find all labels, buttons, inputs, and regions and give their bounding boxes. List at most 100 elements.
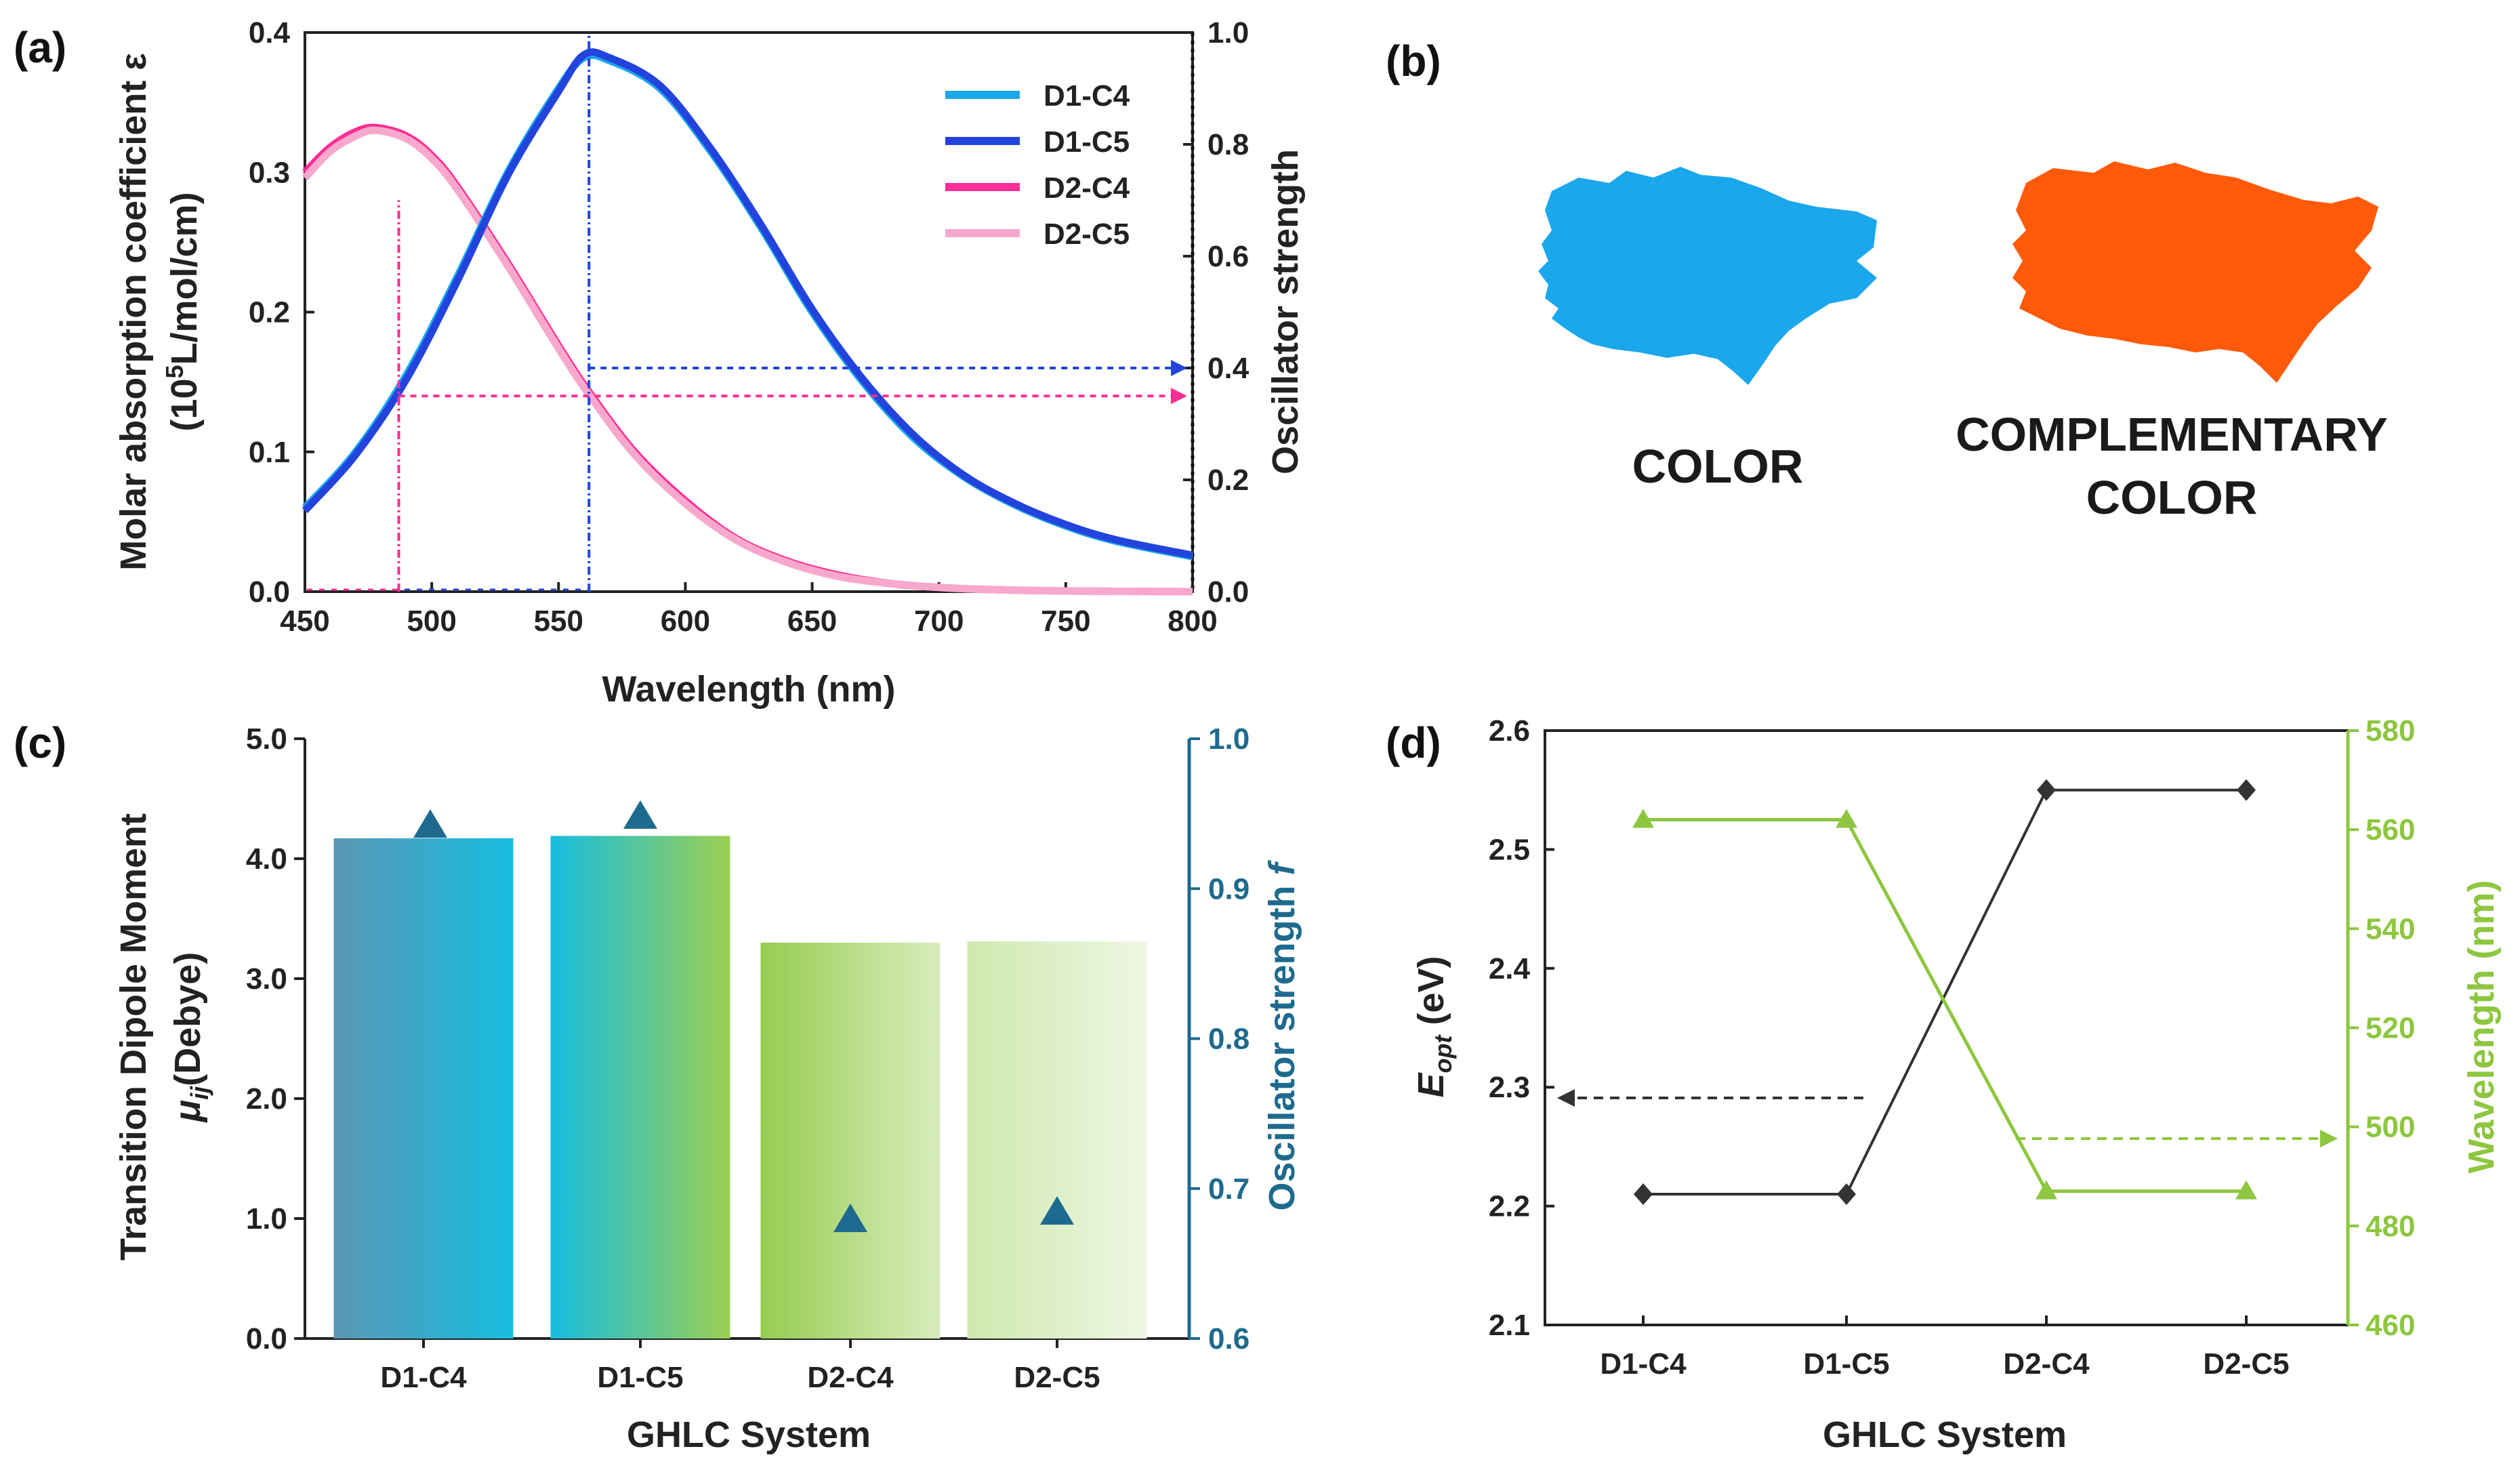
eopt-marker-d1-c5 bbox=[1837, 1183, 1856, 1206]
x-ticks-c: D1-C4 D1-C5 D2-C4 D2-C5 bbox=[380, 1339, 1100, 1394]
y-label-a-sup: 5 bbox=[161, 365, 188, 378]
y-tick-label: 4.0 bbox=[246, 842, 287, 876]
y-tick-label: 0.3 bbox=[249, 156, 290, 189]
x-tick-label: D2-C4 bbox=[2003, 1347, 2090, 1381]
y-tick-label: 2.2 bbox=[1489, 1190, 1530, 1223]
y-label-d-sub: opt bbox=[1429, 1034, 1457, 1074]
bar-d2-c4 bbox=[760, 942, 941, 1339]
panel-label-c: (c) bbox=[14, 718, 66, 767]
y2-label-c-f bbox=[1262, 875, 1302, 885]
y-tick-label: 2.0 bbox=[246, 1082, 287, 1116]
y-label-a-post: L/mol/cm) bbox=[164, 192, 205, 365]
legend-a: D1-C4 D1-C5 D2-C4 D2-C5 bbox=[945, 79, 1130, 251]
y2-axis-label-d: Wavelength (nm) bbox=[2461, 880, 2502, 1173]
x-tick-label: D1-C4 bbox=[1600, 1347, 1687, 1381]
x-tick-label: D2-C4 bbox=[807, 1361, 894, 1394]
y2-ticks-a: 0.0 0.2 0.4 0.6 0.8 1.0 bbox=[1183, 16, 1249, 609]
y2-tick-label: 0.7 bbox=[1208, 1172, 1249, 1206]
y2-tick-label: 0.2 bbox=[1207, 464, 1249, 497]
x-tick-label: D1-C5 bbox=[597, 1361, 683, 1394]
x-tick-label: 750 bbox=[1041, 605, 1090, 638]
oscillator-arrowhead-d2 bbox=[1171, 388, 1187, 405]
y2-tick-label: 500 bbox=[2366, 1111, 2415, 1144]
complementary-color-swatch bbox=[2012, 161, 2378, 383]
complementary-label-line2: COLOR bbox=[2086, 471, 2258, 524]
y-tick-label: 0.0 bbox=[246, 1322, 287, 1355]
wavelength-marker-d1-c4 bbox=[1632, 809, 1654, 828]
y2-tick-label: 480 bbox=[2366, 1210, 2415, 1243]
y-label-c-mu: μ bbox=[167, 1100, 208, 1124]
y2-tick-label: 0.0 bbox=[1207, 575, 1249, 609]
panel-label-b: (b) bbox=[1386, 37, 1441, 85]
complementary-label-line1: COMPLEMENTARY bbox=[1956, 408, 2388, 461]
legend-label-d2-c5: D2-C5 bbox=[1044, 218, 1130, 251]
y2-tick-label: 0.8 bbox=[1208, 1023, 1249, 1056]
x-axis-label-c: GHLC System bbox=[627, 1414, 871, 1455]
oscillator-marker-d2-c5 bbox=[1040, 1196, 1074, 1225]
panel-label-d: (d) bbox=[1386, 718, 1441, 767]
oscillator-arrowhead-d1 bbox=[1171, 360, 1187, 376]
series-group-a bbox=[302, 48, 1194, 596]
x-tick-label: 500 bbox=[407, 605, 456, 638]
y-ticks-c: 0.0 1.0 2.0 3.0 4.0 5.0 bbox=[246, 722, 305, 1355]
wavelength-marker-d2-c4 bbox=[2036, 1180, 2057, 1200]
bar-d1-c4 bbox=[333, 838, 514, 1339]
y-tick-label: 0.2 bbox=[249, 296, 290, 329]
y-tick-label: 2.3 bbox=[1489, 1071, 1530, 1104]
color-swatch bbox=[1538, 167, 1877, 385]
y2-tick-label: 580 bbox=[2366, 714, 2415, 748]
series-line-d1-c5 bbox=[302, 48, 1194, 559]
y2-label-c-text: Oscillator strength bbox=[1262, 885, 1302, 1210]
series-line-d2-c5 bbox=[302, 126, 1193, 596]
y-tick-label: 5.0 bbox=[246, 722, 287, 756]
y2-axis-label-c: Oscillator strength f bbox=[1262, 859, 1302, 1210]
wavelength-marker-d2-c5 bbox=[2235, 1180, 2257, 1200]
x-tick-label: 800 bbox=[1168, 605, 1217, 638]
legend-label-d1-c5: D1-C5 bbox=[1044, 125, 1130, 159]
bar-d2-c5 bbox=[967, 941, 1147, 1339]
y-label-c-sub: ij bbox=[186, 1086, 213, 1100]
x-tick-label: D1-C5 bbox=[1803, 1347, 1889, 1381]
y-tick-label: 0.0 bbox=[249, 575, 290, 609]
x-tick-label: D1-C4 bbox=[380, 1361, 467, 1394]
arrow-right-head bbox=[2320, 1130, 2338, 1147]
y2-tick-label: 0.8 bbox=[1207, 128, 1249, 161]
y-axis-label-c-line2: μij(Debye) bbox=[167, 952, 213, 1124]
x-tick-label: D2-C5 bbox=[1014, 1361, 1100, 1394]
oscillator-lines-a bbox=[307, 34, 1187, 592]
arrow-left-head bbox=[1557, 1089, 1575, 1107]
series-line-wavelength bbox=[1643, 818, 2246, 1193]
eopt-marker-d2-c5 bbox=[2237, 779, 2256, 801]
color-label: COLOR bbox=[1632, 440, 1804, 493]
y2-tick-label: 540 bbox=[2366, 912, 2415, 945]
bar-d1-c5 bbox=[550, 836, 730, 1339]
y2-label-c-italic: f bbox=[1262, 859, 1302, 875]
y2-tick-label: 0.6 bbox=[1207, 240, 1249, 273]
x-ticks-d: D1-C4 D1-C5 D2-C4 D2-C5 bbox=[1600, 1315, 2290, 1381]
y-axis-label-a-line1: Molar absorption coefficient ε bbox=[113, 53, 154, 571]
y2-tick-label: 1.0 bbox=[1207, 16, 1249, 49]
panel-c: 0.0 1.0 2.0 3.0 4.0 5.0 0.6 0.7 0.8 0.9 1.0 D1-C4… bbox=[113, 722, 1302, 1455]
x-tick-label: 550 bbox=[534, 605, 583, 638]
triangles-c bbox=[413, 800, 1074, 1232]
x-axis-label-d: GHLC System bbox=[1823, 1414, 2067, 1455]
wavelength-marker-d1-c5 bbox=[1836, 809, 1857, 828]
y-tick-label: 1.0 bbox=[246, 1202, 287, 1236]
y-label-d-post: (eV) bbox=[1411, 956, 1451, 1035]
y-tick-label: 2.1 bbox=[1489, 1309, 1530, 1342]
series-group-d bbox=[1632, 779, 2257, 1206]
y2-tick-label: 0.4 bbox=[1207, 352, 1249, 385]
y-label-a-pre: (10 bbox=[164, 379, 205, 432]
y2-tick-label: 0.9 bbox=[1208, 872, 1249, 905]
y2-tick-label: 1.0 bbox=[1208, 722, 1249, 756]
bars-c bbox=[333, 836, 1147, 1339]
y2-tick-label: 0.6 bbox=[1208, 1322, 1249, 1355]
x-axis-label-a: Wavelength (nm) bbox=[602, 669, 895, 710]
y-label-d-pre: E bbox=[1411, 1072, 1451, 1098]
oscillator-marker-d2-c4 bbox=[833, 1204, 867, 1232]
y-axis-label-a-line2: (105L/mol/cm) bbox=[161, 192, 205, 431]
y-label-c-post: (Debye) bbox=[167, 952, 208, 1086]
y2-tick-label: 460 bbox=[2366, 1309, 2415, 1342]
y2-tick-label: 520 bbox=[2366, 1012, 2415, 1045]
